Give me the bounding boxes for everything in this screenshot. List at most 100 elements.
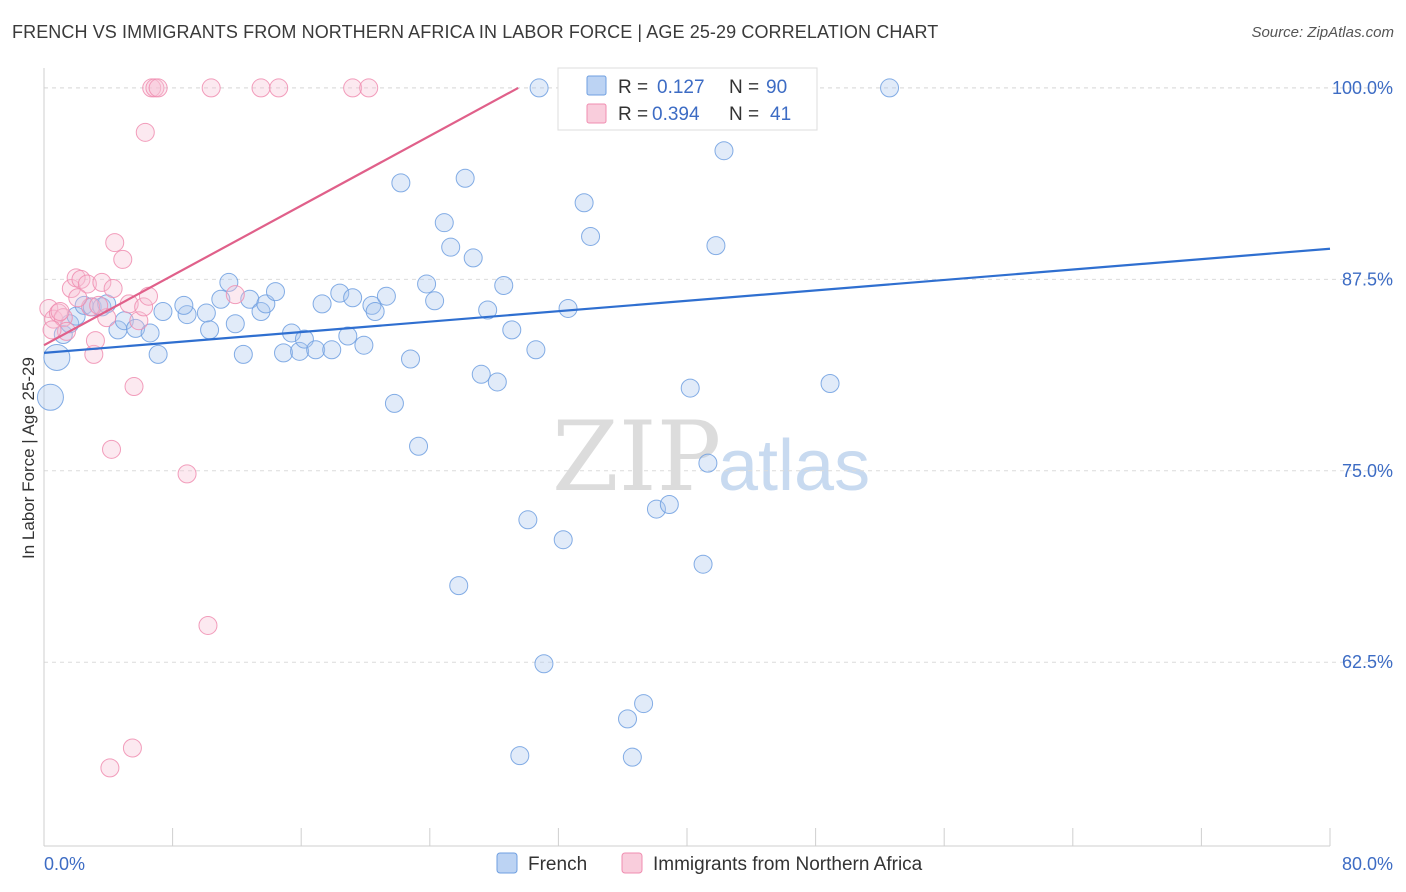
- grid: [44, 87, 1394, 663]
- data-point-french: [693, 554, 713, 574]
- data-point-nafrica: [269, 78, 289, 98]
- data-point-nafrica: [122, 738, 142, 758]
- y-axis-label: In Labor Force | Age 25-29: [19, 357, 38, 559]
- data-point-nafrica: [42, 320, 62, 340]
- data-point-french: [362, 295, 382, 315]
- data-point-french: [581, 226, 601, 246]
- legend-r-value-french: 0.127: [657, 77, 705, 98]
- legend-r-label-french: R =: [618, 77, 648, 98]
- x-tick-label-min: 0.0%: [44, 854, 85, 874]
- data-point-nafrica: [81, 297, 101, 317]
- data-point-french: [574, 193, 594, 213]
- y-tick-label: 75.0%: [1342, 461, 1393, 481]
- data-point-french: [409, 436, 429, 456]
- data-point-french: [558, 298, 578, 318]
- series-french-points: [36, 78, 900, 767]
- data-point-french: [312, 294, 332, 314]
- data-point-french: [659, 494, 679, 514]
- data-point-french: [434, 213, 454, 233]
- data-point-french: [529, 78, 549, 98]
- data-point-nafrica: [134, 297, 154, 317]
- data-point-nafrica: [50, 302, 70, 322]
- data-point-nafrica: [102, 439, 122, 459]
- legend-top: R = 0.127 N = 90 R = 0.394 N = 41: [557, 67, 818, 131]
- data-point-french: [463, 248, 483, 268]
- data-point-french: [441, 237, 461, 257]
- data-point-french: [330, 283, 350, 303]
- legend-r-value-nafrica: 0.394: [652, 104, 700, 125]
- data-point-nafrica: [85, 331, 105, 351]
- y-tick-label: 62.5%: [1342, 652, 1393, 672]
- legend-n-value-nafrica: 41: [770, 104, 791, 125]
- data-point-french: [401, 349, 421, 369]
- data-point-french: [646, 499, 666, 519]
- data-point-french: [306, 340, 326, 360]
- data-point-french: [225, 314, 245, 334]
- data-point-french: [526, 340, 546, 360]
- y-tick-labels: 62.5% 75.0% 87.5% 100.0%: [1332, 78, 1393, 672]
- data-point-nafrica: [148, 78, 168, 98]
- data-point-french: [174, 295, 194, 315]
- data-point-french: [494, 275, 514, 295]
- data-point-french: [322, 340, 342, 360]
- data-point-french: [36, 383, 64, 411]
- data-point-nafrica: [359, 78, 379, 98]
- legend-n-label-nafrica: N =: [729, 104, 759, 125]
- data-point-french: [502, 320, 522, 340]
- data-point-french: [140, 323, 160, 343]
- data-point-french: [290, 341, 310, 361]
- data-point-nafrica: [92, 272, 112, 292]
- data-point-french: [518, 510, 538, 530]
- data-point-nafrica: [39, 298, 59, 318]
- legend-r-label-nafrica: R =: [618, 104, 648, 125]
- source-credit: Source: ZipAtlas.com: [1251, 24, 1394, 41]
- data-point-french: [634, 694, 654, 714]
- trend-line-french: [43, 247, 1331, 354]
- data-point-french: [553, 530, 573, 550]
- data-point-french: [478, 300, 498, 320]
- data-point-french: [417, 274, 437, 294]
- watermark-atlas: atlas: [718, 426, 870, 506]
- data-point-french: [706, 236, 726, 256]
- chart-title: FRENCH VS IMMIGRANTS FROM NORTHERN AFRIC…: [12, 22, 939, 42]
- data-point-french: [211, 289, 231, 309]
- data-point-nafrica: [113, 249, 133, 269]
- trend-line-nafrica: [43, 86, 519, 347]
- data-point-french: [618, 709, 638, 729]
- data-point-nafrica: [177, 464, 197, 484]
- data-point-nafrica: [68, 288, 88, 308]
- data-point-french: [196, 303, 216, 323]
- data-point-french: [487, 372, 507, 392]
- data-point-nafrica: [343, 78, 363, 98]
- data-point-french: [274, 343, 294, 363]
- y-tick-label: 100.0%: [1332, 78, 1393, 98]
- data-point-nafrica: [225, 285, 245, 305]
- data-point-nafrica: [105, 233, 125, 253]
- data-point-french: [153, 302, 173, 322]
- data-point-french: [233, 344, 253, 364]
- data-point-french: [343, 288, 363, 308]
- data-point-french: [880, 78, 900, 98]
- watermark: ZIP atlas: [552, 401, 870, 513]
- data-point-french: [384, 393, 404, 413]
- data-point-french: [622, 747, 642, 767]
- data-point-french: [376, 286, 396, 306]
- bottom-legend-swatch-french: [496, 852, 518, 874]
- data-point-french: [510, 746, 530, 766]
- data-point-nafrica: [77, 274, 97, 294]
- data-point-french: [698, 453, 718, 473]
- y-tick-label: 87.5%: [1342, 269, 1393, 289]
- data-point-nafrica: [100, 758, 120, 778]
- data-point-french: [43, 343, 71, 371]
- legend-n-label-french: N =: [729, 77, 759, 98]
- data-point-french: [126, 318, 146, 338]
- data-point-nafrica: [135, 122, 155, 142]
- data-point-nafrica: [138, 286, 158, 306]
- legend-swatch-french: [586, 75, 607, 96]
- data-point-french: [148, 344, 168, 364]
- data-point-nafrica: [201, 78, 221, 98]
- data-point-french: [354, 335, 374, 355]
- data-point-french: [714, 141, 734, 161]
- x-ticks: [43, 828, 1331, 846]
